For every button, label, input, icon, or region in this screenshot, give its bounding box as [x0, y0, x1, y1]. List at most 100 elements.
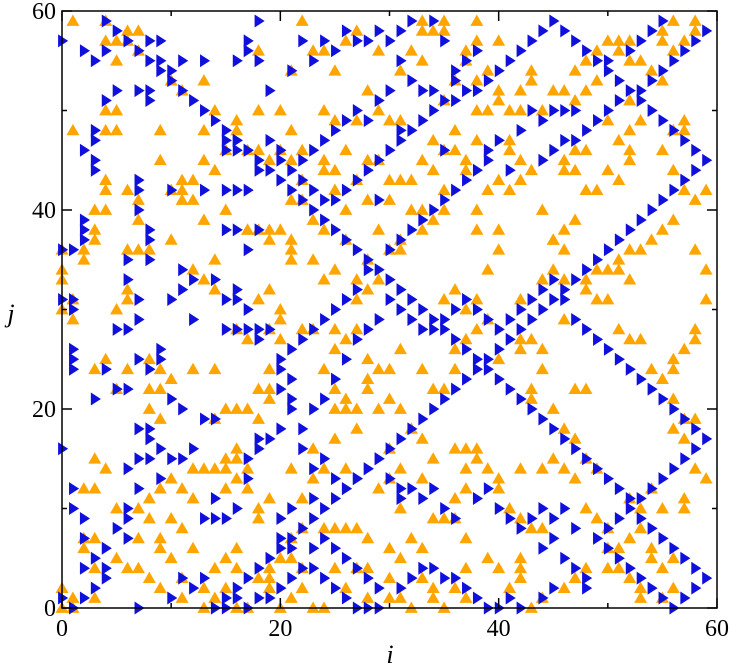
orange-up-triangle-point — [317, 521, 331, 534]
orange-up-triangle-point — [262, 571, 276, 584]
orange-up-triangle-point — [295, 14, 309, 26]
blue-right-triangle-point — [331, 581, 342, 595]
blue-right-triangle-point — [298, 521, 309, 535]
orange-up-triangle-point — [295, 322, 309, 335]
blue-right-triangle-point — [341, 352, 353, 366]
blue-right-triangle-point — [123, 511, 134, 525]
blue-right-triangle-point — [265, 163, 276, 177]
orange-up-triangle-point — [557, 153, 571, 166]
blue-right-triangle-point — [440, 571, 451, 585]
orange-up-triangle-point — [317, 44, 331, 56]
blue-right-triangle-point — [451, 332, 462, 346]
blue-right-triangle-point — [374, 452, 385, 466]
orange-up-triangle-point — [514, 84, 527, 96]
blue-right-triangle-point — [494, 133, 505, 147]
orange-up-triangle-point — [77, 253, 91, 265]
blue-right-triangle-point — [167, 183, 178, 197]
orange-up-triangle-point — [383, 113, 396, 126]
blue-right-triangle-point — [309, 143, 320, 157]
blue-right-triangle-point — [58, 293, 69, 307]
x-tick-label: 40 — [487, 616, 511, 642]
orange-up-triangle-point — [262, 223, 276, 235]
blue-right-triangle-point — [232, 133, 243, 147]
blue-right-triangle-point — [593, 462, 604, 476]
blue-right-triangle-point — [79, 561, 91, 575]
orange-up-triangle-point — [568, 94, 582, 106]
blue-right-triangle-point — [331, 472, 342, 486]
orange-up-triangle-point — [590, 183, 604, 195]
orange-up-triangle-point — [677, 183, 691, 195]
blue-right-triangle-point — [625, 84, 636, 98]
blue-right-triangle-point — [669, 123, 680, 137]
orange-up-triangle-point — [306, 44, 320, 56]
blue-right-triangle-point — [276, 173, 287, 187]
blue-right-triangle-point — [647, 482, 658, 496]
orange-up-triangle-point — [393, 243, 407, 255]
blue-right-triangle-point — [472, 84, 484, 98]
blue-right-triangle-point — [221, 133, 232, 147]
orange-up-triangle-point — [88, 561, 102, 574]
orange-up-triangle-point — [666, 44, 680, 56]
orange-up-triangle-point — [655, 561, 669, 574]
orange-up-triangle-point — [262, 362, 276, 375]
blue-right-triangle-point — [123, 273, 134, 287]
blue-right-triangle-point — [440, 94, 451, 108]
orange-up-triangle-point — [666, 352, 680, 365]
orange-up-triangle-point — [623, 54, 637, 66]
blue-right-triangle-point — [516, 521, 527, 535]
blue-right-triangle-point — [560, 133, 571, 147]
blue-right-triangle-point — [276, 422, 287, 436]
blue-right-triangle-point — [625, 502, 636, 515]
blue-right-triangle-point — [341, 113, 353, 127]
blue-right-triangle-point — [69, 502, 80, 515]
blue-right-triangle-point — [494, 342, 505, 356]
orange-up-triangle-point — [634, 502, 648, 514]
blue-right-triangle-point — [483, 312, 494, 326]
orange-up-triangle-point — [153, 123, 167, 136]
orange-up-triangle-point — [142, 382, 156, 394]
orange-up-triangle-point — [459, 442, 473, 454]
blue-right-triangle-point — [560, 104, 571, 117]
orange-up-triangle-point — [99, 173, 113, 186]
orange-up-triangle-point — [372, 104, 386, 116]
blue-right-triangle-point — [396, 123, 407, 137]
orange-up-triangle-point — [350, 293, 364, 305]
orange-up-triangle-point — [88, 203, 102, 215]
orange-up-triangle-point — [459, 163, 473, 176]
blue-right-triangle-point — [276, 541, 287, 555]
orange-up-triangle-point — [415, 54, 429, 66]
blue-right-triangle-point — [593, 332, 604, 346]
blue-right-triangle-point — [232, 283, 243, 297]
blue-right-triangle-point — [691, 34, 702, 48]
blue-right-triangle-point — [69, 482, 80, 496]
blue-right-triangle-point — [134, 352, 145, 366]
blue-right-triangle-point — [462, 173, 473, 187]
orange-up-triangle-point — [241, 482, 255, 494]
orange-up-triangle-point — [492, 472, 506, 484]
blue-right-triangle-point — [341, 293, 353, 307]
orange-up-triangle-point — [546, 402, 560, 414]
blue-right-triangle-point — [505, 382, 516, 396]
orange-up-triangle-point — [666, 163, 680, 176]
orange-up-triangle-point — [284, 193, 298, 205]
blue-right-triangle-point — [363, 113, 374, 127]
orange-up-triangle-point — [110, 502, 124, 514]
blue-right-triangle-point — [287, 163, 298, 177]
orange-up-triangle-point — [557, 462, 571, 474]
orange-up-triangle-point — [241, 332, 255, 345]
blue-right-triangle-point — [320, 502, 331, 515]
orange-up-triangle-point — [524, 64, 538, 76]
blue-right-triangle-point — [472, 591, 484, 605]
orange-up-triangle-point — [448, 442, 462, 454]
orange-up-triangle-point — [317, 223, 331, 235]
blue-right-triangle-point — [79, 531, 91, 545]
orange-up-triangle-point — [535, 342, 549, 355]
blue-right-triangle-point — [265, 84, 276, 98]
orange-up-triangle-point — [634, 54, 648, 66]
blue-right-triangle-point — [90, 153, 101, 167]
blue-right-triangle-point — [418, 322, 429, 336]
blue-right-triangle-point — [625, 362, 636, 376]
blue-right-triangle-point — [178, 54, 189, 68]
blue-right-triangle-point — [483, 143, 494, 157]
orange-up-triangle-point — [579, 382, 593, 394]
